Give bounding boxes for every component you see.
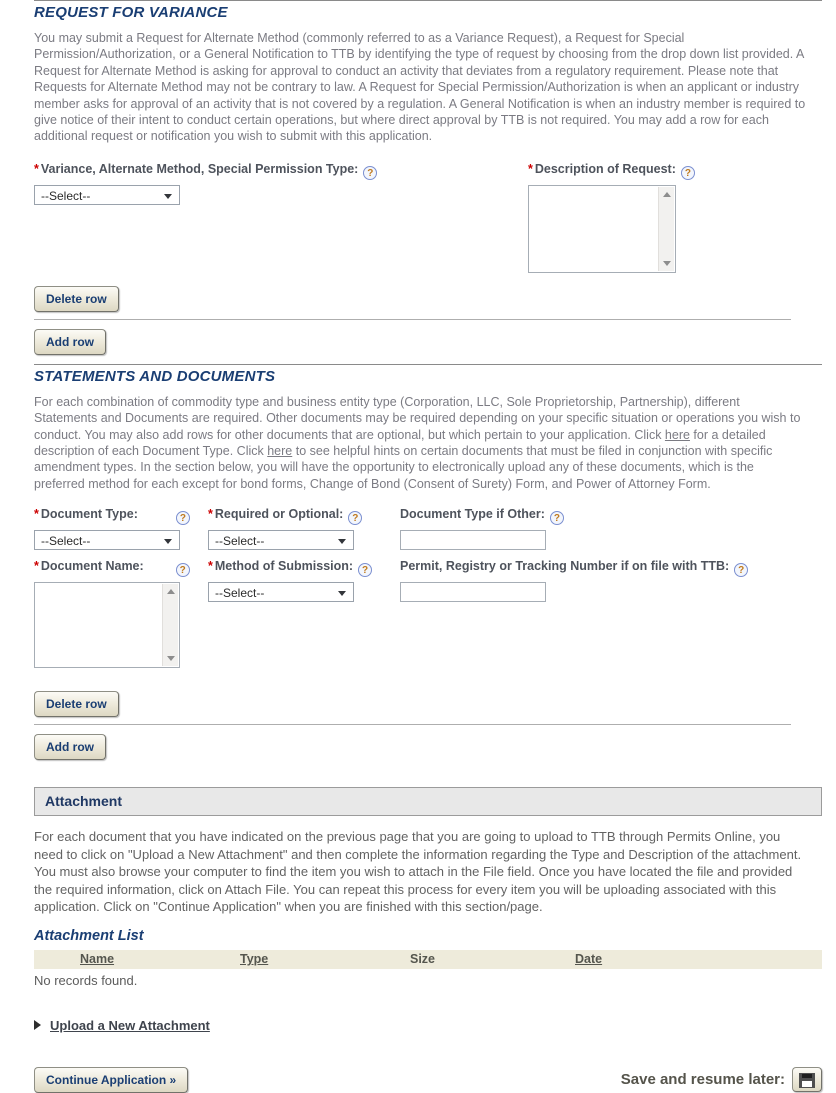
- save-disk-icon: [799, 1073, 815, 1089]
- document-name-textarea-wrap: [34, 582, 180, 669]
- document-name-textarea[interactable]: [36, 584, 160, 665]
- variance-intro-text: You may submit a Request for Alternate M…: [34, 31, 806, 144]
- description-of-request-textarea[interactable]: [530, 186, 656, 269]
- attachment-list-title: Attachment List: [34, 927, 144, 944]
- document-type-other-group: Document Type if Other:?: [400, 507, 822, 551]
- continue-application-button[interactable]: Continue Application »: [34, 1066, 189, 1093]
- attachment-intro-text: For each document that you have indicate…: [34, 829, 802, 915]
- variance-form-row: * Variance, Alternate Method, Special Per…: [34, 162, 822, 273]
- expand-arrow-icon: [34, 1020, 41, 1031]
- chevron-down-icon: [164, 193, 172, 199]
- footer-actions: Continue Application » Save and resume l…: [34, 1066, 822, 1093]
- document-type-other-label: Document Type if Other:?: [400, 507, 822, 526]
- help-icon[interactable]: ?: [175, 511, 190, 526]
- variance-section: REQUEST FOR VARIANCE: [34, 0, 822, 21]
- method-of-submission-group: * Method of Submission:? --Select--: [208, 559, 400, 668]
- no-records-text: No records found.: [34, 972, 138, 988]
- variance-delete-row-button[interactable]: Delete row: [34, 285, 119, 312]
- required-or-optional-label: * Required or Optional:?: [208, 507, 400, 526]
- method-of-submission-label: * Method of Submission:?: [208, 559, 400, 578]
- help-icon[interactable]: ?: [348, 511, 363, 526]
- divider: [34, 724, 791, 726]
- method-of-submission-select[interactable]: --Select--: [208, 582, 354, 603]
- permit-number-input[interactable]: [400, 582, 546, 603]
- variance-type-group: * Variance, Alternate Method, Special Per…: [34, 162, 528, 273]
- scroll-up-icon[interactable]: [163, 584, 178, 599]
- page-content: REQUEST FOR VARIANCE You may submit a Re…: [34, 0, 822, 1093]
- help-icon[interactable]: ?: [549, 511, 564, 526]
- statements-form-grid: * Document Type:? --Select-- * Required or…: [34, 507, 822, 677]
- description-of-request-group: * Description of Request:?: [528, 162, 822, 273]
- help-icon[interactable]: ?: [680, 165, 695, 180]
- help-icon[interactable]: ?: [175, 563, 190, 578]
- required-marker: *: [528, 161, 533, 176]
- permit-number-group: Permit, Registry or Tracking Number if o…: [400, 559, 822, 668]
- required-marker: *: [34, 507, 39, 522]
- description-of-request-textarea-wrap: [528, 184, 676, 273]
- helpful-hints-link[interactable]: here: [267, 444, 293, 459]
- variance-type-select[interactable]: --Select--: [34, 184, 180, 205]
- scroll-down-icon[interactable]: [659, 256, 674, 271]
- attachment-header-bar: Attachment: [34, 787, 822, 817]
- help-icon[interactable]: ?: [358, 563, 373, 578]
- required-or-optional-select[interactable]: --Select--: [208, 530, 354, 551]
- help-icon[interactable]: ?: [734, 563, 749, 578]
- statements-section: STATEMENTS AND DOCUMENTS: [34, 363, 822, 385]
- statements-add-row-button[interactable]: Add row: [34, 734, 106, 761]
- document-type-label: * Document Type:?: [34, 507, 208, 526]
- help-icon[interactable]: ?: [363, 165, 378, 180]
- document-name-label: * Document Name:?: [34, 559, 208, 578]
- description-of-request-label: * Description of Request:?: [528, 162, 822, 180]
- chevron-down-icon: [338, 591, 346, 597]
- textarea-scrollbar[interactable]: [658, 186, 674, 271]
- divider: [34, 318, 791, 320]
- required-marker: *: [208, 507, 213, 522]
- save-resume-label: Save and resume later:: [620, 1071, 785, 1089]
- required-marker: *: [34, 161, 39, 176]
- statements-intro-text: For each combination of commodity type a…: [34, 394, 801, 491]
- permit-number-label: Permit, Registry or Tracking Number if o…: [400, 559, 822, 578]
- save-resume-button[interactable]: [792, 1067, 822, 1093]
- upload-attachment-row: Upload a New Attachment: [34, 1018, 822, 1033]
- scroll-up-icon[interactable]: [659, 187, 674, 202]
- variance-section-title: REQUEST FOR VARIANCE: [34, 4, 228, 21]
- chevron-down-icon: [164, 539, 172, 545]
- chevron-down-icon: [338, 539, 346, 545]
- textarea-scrollbar[interactable]: [162, 584, 178, 667]
- variance-add-row-button[interactable]: Add row: [34, 328, 106, 355]
- column-header-name: Name: [80, 952, 115, 967]
- scroll-down-icon[interactable]: [163, 651, 178, 666]
- required-or-optional-group: * Required or Optional:? --Select--: [208, 507, 400, 551]
- column-header-date: Date: [575, 952, 603, 967]
- variance-type-label: * Variance, Alternate Method, Special Per…: [34, 162, 528, 180]
- save-resume-group: Save and resume later:: [620, 1067, 822, 1093]
- column-header-size: Size: [410, 952, 436, 967]
- document-type-group: * Document Type:? --Select--: [34, 507, 208, 551]
- statements-section-title: STATEMENTS AND DOCUMENTS: [34, 367, 276, 385]
- column-header-type: Type: [240, 952, 269, 967]
- document-type-select[interactable]: --Select--: [34, 530, 180, 551]
- required-marker: *: [34, 559, 39, 574]
- document-type-other-input[interactable]: [400, 530, 546, 551]
- statements-delete-row-button[interactable]: Delete row: [34, 691, 119, 718]
- upload-new-attachment-link[interactable]: Upload a New Attachment: [50, 1017, 210, 1033]
- document-name-group: * Document Name:?: [34, 559, 208, 669]
- document-type-description-link[interactable]: here: [664, 427, 690, 442]
- attachment-table-header: Name Type Size Date: [34, 949, 822, 969]
- required-marker: *: [208, 559, 213, 574]
